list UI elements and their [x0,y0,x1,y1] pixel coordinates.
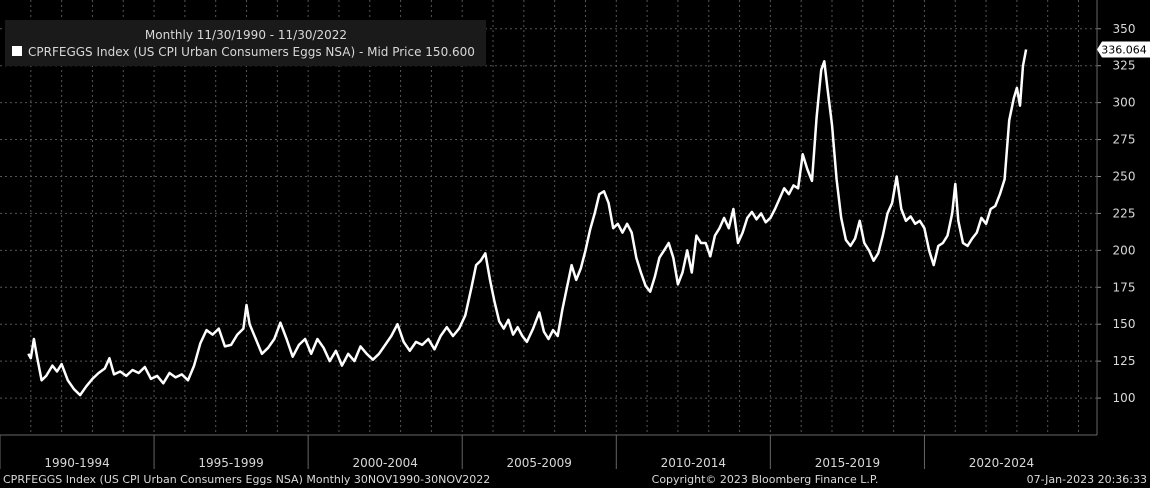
x-tick-label: 1990-1994 [44,456,109,470]
series-group [27,49,1028,397]
x-tick-labels: 1990-1994 1995-1999 2000-2004 2005-2009 2010… [0,435,1034,470]
last-value-tag: 336.064 [1097,41,1150,58]
legend-period: Monthly 11/30/1990 - 11/30/2022 [145,28,347,42]
x-tick-label: 2015-2019 [815,456,880,470]
footer-right: 07-Jan-2023 20:36:33 [1027,473,1147,486]
y-tick-label: 250 [1113,169,1136,183]
footer: CPRFEGGS Index (US CPI Urban Consumers E… [3,473,1147,486]
y-tick-label: 300 [1113,96,1136,110]
x-tick-label: 2020-2024 [969,456,1034,470]
last-value-label: 336.064 [1101,43,1147,56]
last-value-box [1097,41,1150,58]
y-tick-label: 200 [1113,243,1136,257]
legend-box [5,20,486,66]
grid [0,0,1101,435]
axes [0,0,1098,436]
y-tick-label: 125 [1113,354,1136,368]
footer-left: CPRFEGGS Index (US CPI Urban Consumers E… [3,473,490,486]
x-tick-label: 2000-2004 [352,456,417,470]
legend: Monthly 11/30/1990 - 11/30/2022 CPRFEGGS… [5,20,486,66]
y-tick-label: 325 [1113,59,1136,73]
y-tick-labels: 100 125 150 175 200 225 250 275 300 325 350 [1113,22,1136,405]
legend-series-label: CPRFEGGS Index (US CPI Urban Consumers E… [28,45,475,59]
y-tick-label: 175 [1113,280,1136,294]
x-tick-label: 2010-2014 [661,456,726,470]
footer-center: Copyright© 2023 Bloomberg Finance L.P. [652,473,879,486]
y-tick-label: 100 [1113,391,1136,405]
x-tick-label: 2005-2009 [507,456,572,470]
legend-swatch [12,46,22,56]
y-tick-label: 150 [1113,317,1136,331]
series-line [27,49,1028,397]
y-tick-label: 350 [1113,22,1136,36]
y-tick-label: 225 [1113,206,1136,220]
x-tick-label: 1995-1999 [198,456,263,470]
y-tick-label: 275 [1113,133,1136,147]
